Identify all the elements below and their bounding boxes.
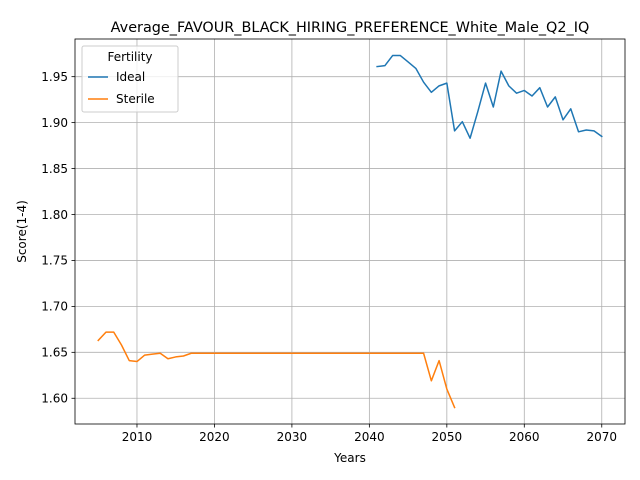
legend-label-ideal: Ideal bbox=[116, 70, 145, 84]
y-tick-label: 1.70 bbox=[41, 300, 68, 314]
x-axis-label: Years bbox=[333, 451, 366, 465]
y-tick-label: 1.95 bbox=[41, 70, 68, 84]
y-tick-label: 1.75 bbox=[41, 254, 68, 268]
legend: Fertility Ideal Sterile bbox=[81, 45, 179, 113]
series-line-sterile bbox=[97, 331, 456, 409]
chart-title: Average_FAVOUR_BLACK_HIRING_PREFERENCE_W… bbox=[111, 20, 590, 36]
y-axis-label: Score(1-4) bbox=[15, 200, 29, 263]
x-tick-label: 2060 bbox=[509, 430, 540, 444]
grid bbox=[75, 39, 625, 424]
y-tick-label: 1.85 bbox=[41, 162, 68, 176]
axis-ticks: 2010 2020 2030 2040 2050 2060 2070 1.60 1.65 1.70… bbox=[41, 70, 617, 444]
legend-box bbox=[81, 45, 179, 113]
legend-label-sterile: Sterile bbox=[116, 92, 155, 106]
x-tick-label: 2040 bbox=[354, 430, 385, 444]
y-tick-label: 1.65 bbox=[41, 346, 68, 360]
y-tick-label: 1.80 bbox=[41, 208, 68, 222]
x-tick-label: 2070 bbox=[586, 430, 617, 444]
x-tick-label: 2050 bbox=[432, 430, 463, 444]
x-tick-label: 2010 bbox=[122, 430, 153, 444]
x-tick-label: 2020 bbox=[199, 430, 230, 444]
y-tick-label: 1.90 bbox=[41, 116, 68, 130]
series-lines bbox=[97, 54, 603, 409]
x-tick-label: 2030 bbox=[277, 430, 308, 444]
plot-frame bbox=[74, 38, 626, 425]
y-tick-label: 1.60 bbox=[41, 392, 68, 406]
legend-title: Fertility bbox=[107, 50, 152, 64]
series-line-ideal bbox=[376, 54, 603, 139]
